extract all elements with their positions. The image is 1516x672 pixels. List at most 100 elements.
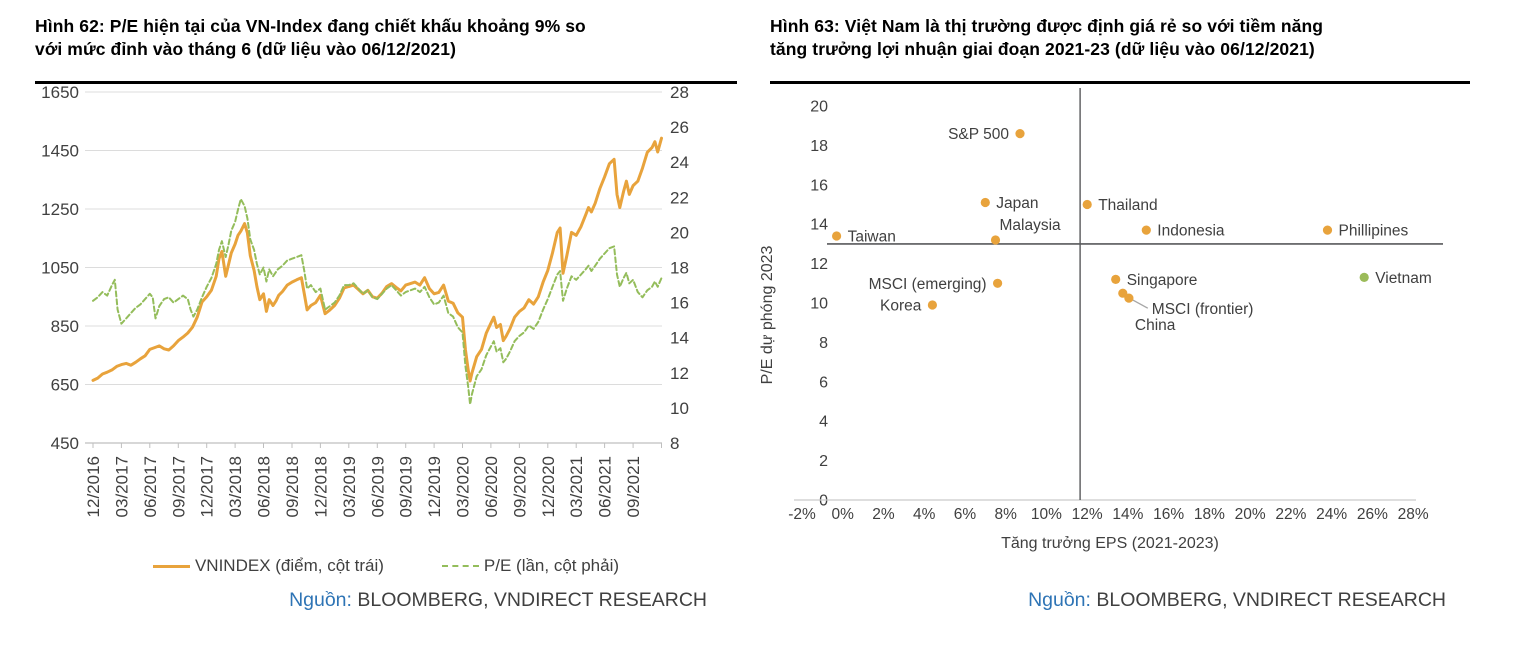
- x-axis-label-8: 8%: [994, 506, 1017, 523]
- scatter-label-korea: Korea: [880, 298, 922, 315]
- figure-63-valuation-scatter: Hình 63: Việt Nam là thị trường được địn…: [758, 15, 1516, 665]
- title-divider-rule: [770, 81, 1470, 84]
- scatter-dot-korea: [927, 300, 937, 310]
- x-axis-label-4: 4%: [913, 506, 936, 523]
- y-axis-label-18: 18: [810, 138, 828, 155]
- x-axis-tick-label: 03/2019: [340, 456, 359, 517]
- y-axis-left-label-1450: 1450: [41, 142, 79, 161]
- legend-label-vnindex: VNINDEX (điểm, cột trái): [194, 556, 384, 575]
- chart-legend: VNINDEX (điểm, cột trái) P/E (lần, cột p…: [35, 556, 737, 576]
- y-axis-left-label-1650: 1650: [41, 86, 79, 102]
- y-axis-label-20: 20: [810, 99, 828, 116]
- y-axis-left-label-450: 450: [51, 434, 79, 453]
- scatter-dot-malaysia: [990, 235, 1001, 245]
- y-axis-right-label-14: 14: [670, 329, 689, 348]
- x-axis-tick-label: 12/2020: [539, 456, 558, 517]
- scatter-dot-msci-frontier-: [1118, 288, 1128, 298]
- x-axis-tick-label: 06/2020: [482, 456, 501, 517]
- x-axis-label-26: 26%: [1357, 506, 1388, 523]
- legend-item-vnindex: VNINDEX (điểm, cột trái): [152, 556, 384, 576]
- x-axis-tick-label: 06/2017: [141, 456, 160, 517]
- scatter-label-japan: Japan: [996, 195, 1038, 212]
- scatter-dot-japan: [980, 197, 990, 208]
- figure-62-vnindex-pe: Hình 62: P/E hiện tại của VN-Index đang …: [35, 15, 737, 665]
- y-axis-title: P/E dự phóng 2023: [759, 245, 776, 384]
- source-text: BLOOMBERG, VNDIRECT RESEARCH: [1096, 589, 1446, 611]
- x-axis-tick-label: 03/2020: [454, 456, 473, 517]
- legend-label-pe: P/E (lần, cột phải): [483, 556, 620, 575]
- scatter-dot-taiwan: [832, 231, 842, 241]
- scatter-label-thailand: Thailand: [1098, 197, 1157, 214]
- scatter-label-phillipines: Phillipines: [1339, 223, 1409, 240]
- x-axis-tick-label: 06/2018: [255, 456, 274, 517]
- y-axis-right-label-18: 18: [670, 259, 689, 278]
- x-axis-title: Tăng trưởng EPS (2021-2023): [1001, 535, 1219, 552]
- x-axis-label-6: 6%: [954, 506, 977, 523]
- x-axis-label--2: -2%: [788, 506, 816, 523]
- scatter-dot-vietnam: [1359, 272, 1369, 282]
- source-line: Nguồn: BLOOMBERG, VNDIRECT RESEARCH: [758, 589, 1472, 612]
- y-axis-right-label-28: 28: [670, 86, 689, 102]
- y-axis-label-0: 0: [819, 493, 828, 510]
- x-axis-label-12: 12%: [1072, 506, 1103, 523]
- x-axis-label-24: 24%: [1316, 506, 1347, 523]
- figure-62-title-line1: Hình 62: P/E hiện tại của VN-Index đang …: [35, 16, 586, 36]
- x-axis-label-16: 16%: [1153, 506, 1184, 523]
- y-axis-right-label-22: 22: [670, 188, 689, 207]
- y-axis-left-label-1050: 1050: [41, 259, 79, 278]
- vnindex-pe-line-chart: 1650 1450 1250 1050 850 650 450 28 26 24 22 20 18 16 1…: [41, 86, 689, 517]
- x-axis-label-0: 0%: [831, 506, 854, 523]
- scatter-dot-china: [1124, 293, 1134, 303]
- scatter-label-msci-frontier-: MSCI (frontier): [1152, 301, 1254, 318]
- y-axis-right-label-24: 24: [670, 153, 689, 172]
- y-axis-label-16: 16: [810, 177, 828, 194]
- x-axis-label-2: 2%: [872, 506, 895, 523]
- title-divider-rule: [35, 81, 737, 84]
- x-axis-label-22: 22%: [1275, 506, 1306, 523]
- y-axis-right-label-16: 16: [670, 294, 689, 313]
- scatter-dot-s-p-500: [1015, 129, 1025, 139]
- y-axis-left-label-650: 650: [51, 376, 79, 395]
- x-axis-tick-label: 09/2018: [283, 456, 302, 517]
- x-axis-tick-label: 06/2019: [368, 456, 387, 517]
- x-axis-label-18: 18%: [1194, 506, 1225, 523]
- x-axis-tick-label: 06/2021: [596, 456, 615, 517]
- x-axis-tick-label: 09/2017: [169, 456, 188, 517]
- x-axis-tick-label: 03/2017: [112, 456, 131, 517]
- x-axis-tick-label: 12/2019: [425, 456, 444, 517]
- scatter-label-malaysia: Malaysia: [1000, 217, 1062, 234]
- y-axis-label-2: 2: [819, 453, 828, 470]
- figure-62-title-line2: với mức đỉnh vào tháng 6 (dữ liệu vào 06…: [35, 39, 457, 59]
- x-axis-label-14: 14%: [1112, 506, 1143, 523]
- scatter-label-indonesia: Indonesia: [1157, 223, 1225, 240]
- source-label: Nguồn:: [1028, 589, 1091, 611]
- scatter-dot-phillipines: [1322, 225, 1333, 235]
- x-axis-tick-label: 09/2020: [510, 456, 529, 517]
- x-axis-label-28: 28%: [1398, 506, 1429, 523]
- pe-dashed-swatch-icon: [441, 565, 479, 567]
- scatter-label-taiwan: Taiwan: [848, 229, 896, 246]
- x-axis-tick-label: 09/2021: [624, 456, 643, 517]
- y-axis-label-10: 10: [810, 296, 828, 313]
- y-axis-label-12: 12: [810, 256, 828, 273]
- scatter-label-singapore: Singapore: [1127, 272, 1198, 289]
- scatter-label-china: China: [1135, 317, 1176, 334]
- y-axis-right-label-10: 10: [670, 399, 689, 418]
- y-axis-right-label-12: 12: [670, 364, 689, 383]
- scatter-label-msci-emerging-: MSCI (emerging): [869, 276, 987, 293]
- vnindex-line-swatch-icon: [152, 564, 190, 568]
- scatter-dot-msci-emerging-: [993, 278, 1003, 288]
- source-label: Nguồn:: [289, 589, 352, 611]
- y-axis-label-6: 6: [819, 374, 828, 391]
- x-axis-tick-label: 03/2018: [226, 456, 245, 517]
- x-axis-tick-label: 12/2017: [198, 456, 217, 517]
- pe-series-line: [92, 198, 663, 406]
- x-axis-label-20: 20%: [1235, 506, 1266, 523]
- source-line: Nguồn: BLOOMBERG, VNDIRECT RESEARCH: [35, 589, 737, 612]
- x-axis-label-10: 10%: [1031, 506, 1062, 523]
- source-text: BLOOMBERG, VNDIRECT RESEARCH: [357, 589, 707, 611]
- x-axis-tick-label: 03/2021: [567, 456, 586, 517]
- y-axis-right-label-8: 8: [670, 434, 679, 453]
- x-axis-tick-label: 12/2016: [84, 456, 103, 517]
